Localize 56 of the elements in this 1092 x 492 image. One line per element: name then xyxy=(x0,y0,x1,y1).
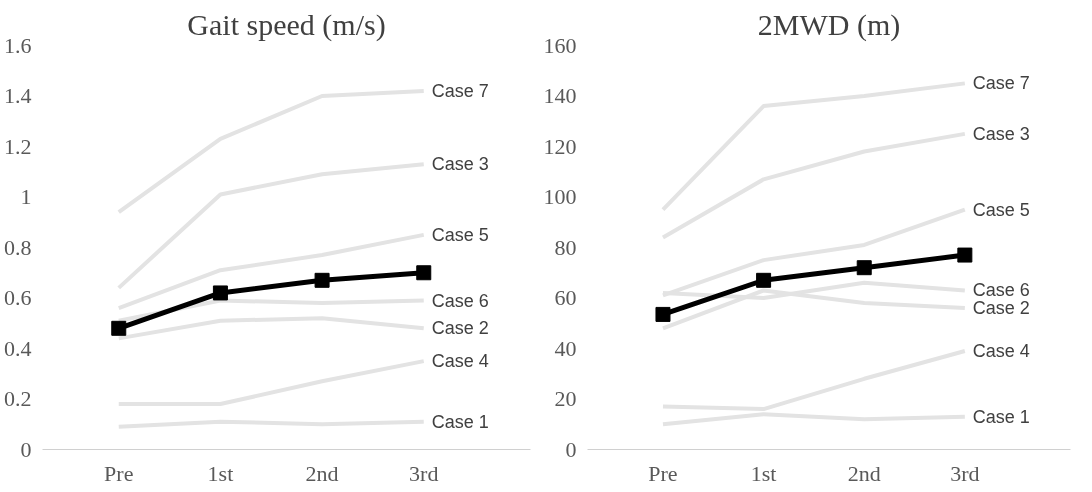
series-label: Case 1 xyxy=(972,406,1030,427)
y-tick-label: 80 xyxy=(554,234,577,260)
series-label: Case 3 xyxy=(431,154,489,175)
y-tick-label: 120 xyxy=(543,133,577,159)
line-series xyxy=(660,131,967,240)
series-label: Case 4 xyxy=(972,341,1030,362)
y-tick-label: 60 xyxy=(554,285,577,310)
series-label: Case 5 xyxy=(972,199,1030,220)
y-tick-label: 1 xyxy=(20,184,32,209)
y-tick-label: 0 xyxy=(565,436,577,462)
y-tick-label: 0.8 xyxy=(4,234,32,260)
series-label: Case 2 xyxy=(431,318,489,339)
series-label: Case 7 xyxy=(431,80,489,101)
x-tick-label: 2nd xyxy=(305,460,339,486)
line-series xyxy=(116,162,426,290)
y-tick-label: 0.2 xyxy=(4,386,32,411)
y-tick-label: 1.2 xyxy=(4,133,32,159)
line-series xyxy=(116,88,426,215)
y-tick-label: 40 xyxy=(554,335,577,361)
point xyxy=(212,285,228,301)
point xyxy=(957,247,973,263)
point xyxy=(416,265,432,281)
line-series xyxy=(116,232,426,311)
series-label: Case 2 xyxy=(972,298,1030,319)
x-tick-label: 2nd xyxy=(847,460,881,486)
y-tick-label: 1.4 xyxy=(4,83,32,108)
series-label: Case 6 xyxy=(431,290,489,311)
y-tick-label: 0.6 xyxy=(4,285,32,310)
x-tick-label: 3rd xyxy=(409,460,439,486)
x-tick-label: 3rd xyxy=(950,460,980,486)
point xyxy=(314,272,330,288)
chart-title: 2MWD (m) xyxy=(757,7,901,42)
y-tick-label: 140 xyxy=(543,83,577,108)
y-tick-label: 160 xyxy=(543,32,577,58)
x-tick-label: 1st xyxy=(750,460,777,486)
point xyxy=(111,320,127,336)
chart-title: Gait speed (m/s) xyxy=(187,7,386,42)
y-tick-label: 100 xyxy=(543,184,577,209)
y-tick-label: 0.4 xyxy=(4,335,32,361)
series-label: Case 3 xyxy=(972,123,1030,144)
y-tick-label: 20 xyxy=(554,386,577,411)
point xyxy=(856,260,872,276)
series-label: Case 7 xyxy=(972,73,1030,94)
point xyxy=(756,272,772,288)
series-label: Case 1 xyxy=(431,411,489,432)
line-series xyxy=(660,81,967,212)
point xyxy=(655,306,671,322)
series-label: Case 5 xyxy=(431,224,489,245)
line-series xyxy=(116,316,426,341)
y-tick-label: 1.6 xyxy=(4,32,32,58)
x-tick-label: Pre xyxy=(104,460,134,486)
y-tick-label: 0 xyxy=(20,436,32,462)
series-label: Case 6 xyxy=(972,280,1030,301)
x-tick-label: Pre xyxy=(648,460,678,486)
x-tick-label: 1st xyxy=(207,460,234,486)
series-label: Case 4 xyxy=(431,351,489,372)
